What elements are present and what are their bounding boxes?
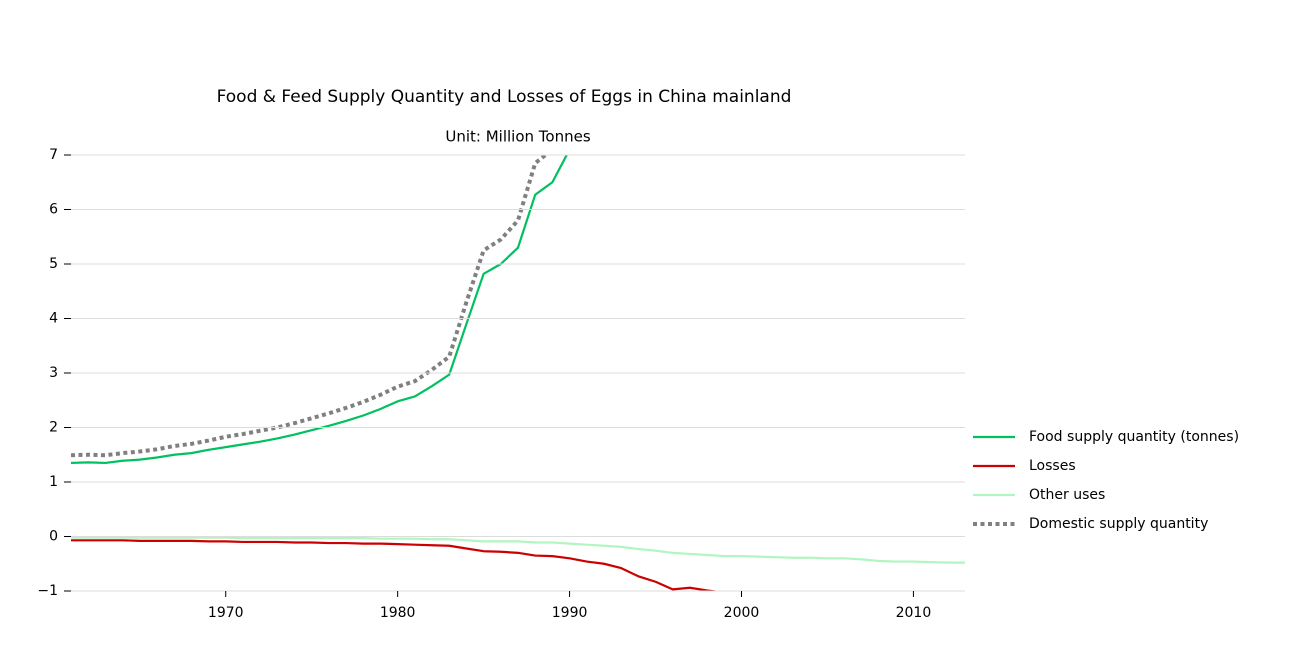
y-tick-label: −1 <box>37 583 58 599</box>
line-series <box>71 155 568 465</box>
plot-area <box>71 155 965 591</box>
x-tick-label: 1990 <box>552 605 588 621</box>
line-series <box>71 536 965 564</box>
y-tick-label: 4 <box>49 311 58 327</box>
legend-label: Food supply quantity (tonnes) <box>1029 429 1239 445</box>
line-series <box>71 155 549 458</box>
y-tick-label: 5 <box>49 256 58 272</box>
y-tick-label: 2 <box>49 420 58 436</box>
y-tick-label: 1 <box>49 474 58 490</box>
chart-title: Food & Feed Supply Quantity and Losses o… <box>217 87 792 107</box>
x-tick-label: 2010 <box>896 605 932 621</box>
legend-label: Domestic supply quantity <box>1029 516 1208 532</box>
legend-label: Other uses <box>1029 487 1105 503</box>
x-tick-label: 2000 <box>724 605 760 621</box>
y-tick-label: 3 <box>49 365 58 381</box>
chart-subtitle: Unit: Million Tonnes <box>445 128 590 146</box>
x-tick-label: 1970 <box>208 605 244 621</box>
x-tick-label: 1980 <box>380 605 416 621</box>
y-tick-label: 0 <box>49 529 58 545</box>
y-tick-label: 7 <box>49 147 58 163</box>
y-tick-label: 6 <box>49 202 58 218</box>
line-series <box>71 539 721 591</box>
legend-label: Losses <box>1029 458 1076 474</box>
